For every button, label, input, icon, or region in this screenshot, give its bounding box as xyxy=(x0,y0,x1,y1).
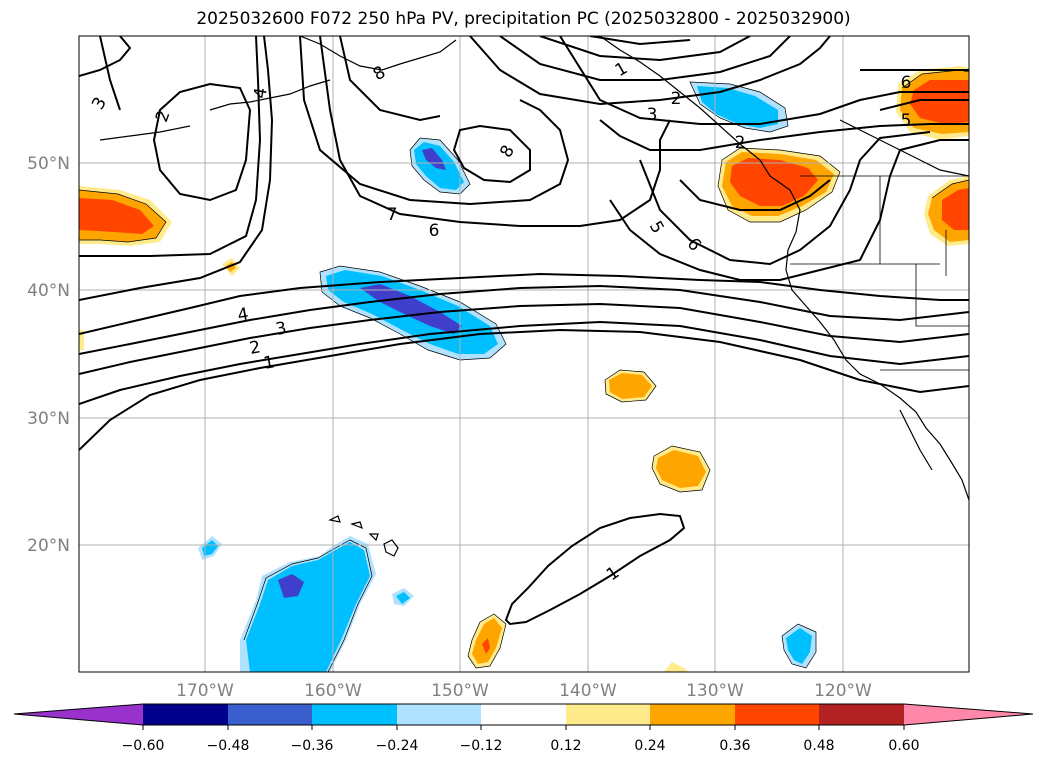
pv-label: 6 xyxy=(901,73,912,93)
lon-label-120w: 120°W xyxy=(814,681,872,701)
hawaiian-islands xyxy=(328,515,399,557)
pv-label: 4 xyxy=(236,304,250,326)
lon-label-170w: 170°W xyxy=(176,681,234,701)
colorbar-tick: 0.12 xyxy=(550,738,581,754)
lat-label-40n: 40°N xyxy=(27,281,70,301)
colorbar-segment xyxy=(397,704,481,725)
latitude-labels: 50°N 40°N 30°N 20°N xyxy=(27,154,70,556)
map-border xyxy=(78,35,970,673)
colorbar-segment xyxy=(143,704,228,725)
pv-label: 6 xyxy=(429,221,440,241)
colorbar-segment xyxy=(650,704,735,725)
colorbar-tick: 0.60 xyxy=(888,738,919,754)
lat-label-30n: 30°N xyxy=(27,409,70,429)
pv-label: 4 xyxy=(250,86,272,100)
lat-label-50n: 50°N xyxy=(27,154,70,174)
lon-label-130w: 130°W xyxy=(686,681,744,701)
map-content: 3 2 4 8 7 6 8 1 2 3 2 5 6 6 5 4 3 2 1 1 xyxy=(79,36,969,672)
colorbar-segment xyxy=(228,704,312,725)
lon-label-150w: 150°W xyxy=(431,681,489,701)
colorbar-extend-high xyxy=(904,704,1033,725)
colorbar-tick: 0.48 xyxy=(803,738,834,754)
colorbar-tick: −0.36 xyxy=(291,738,334,754)
colorbar-segment xyxy=(566,704,650,725)
colorbar-tick: 0.36 xyxy=(719,738,750,754)
pv-label: 3 xyxy=(274,318,288,340)
longitude-labels: 170°W 160°W 150°W 140°W 130°W 120°W xyxy=(176,681,872,701)
pv-label: 3 xyxy=(647,105,658,125)
map-title: 2025032600 F072 250 hPa PV, precipitatio… xyxy=(196,9,851,29)
colorbar-tick: −0.48 xyxy=(207,738,250,754)
colorbar-segment xyxy=(481,704,566,725)
colorbar-segment xyxy=(735,704,819,725)
colorbar-tick: −0.12 xyxy=(460,738,503,754)
colorbar-tick: 0.24 xyxy=(634,738,665,754)
pv-label: 2 xyxy=(735,133,746,153)
colorbar: −0.60 −0.48 −0.36 −0.24 −0.12 0.12 0.24 … xyxy=(13,703,1034,754)
lon-label-140w: 140°W xyxy=(559,681,617,701)
colorbar-segment xyxy=(819,704,904,725)
colorbar-tick: −0.60 xyxy=(122,738,165,754)
colorbar-segment xyxy=(312,704,397,725)
pv-label: 5 xyxy=(901,111,912,131)
pv-label: 2 xyxy=(671,89,682,109)
pv-label: 2 xyxy=(248,337,262,359)
colorbar-tick: −0.24 xyxy=(376,738,419,754)
precip-positive-areas xyxy=(79,66,969,672)
pv-contours xyxy=(79,36,969,626)
pv-label: 7 xyxy=(387,205,398,225)
lon-label-160w: 160°W xyxy=(304,681,362,701)
colorbar-extend-low xyxy=(14,704,143,725)
pv-label: 1 xyxy=(262,352,276,374)
lat-label-20n: 20°N xyxy=(27,536,70,556)
